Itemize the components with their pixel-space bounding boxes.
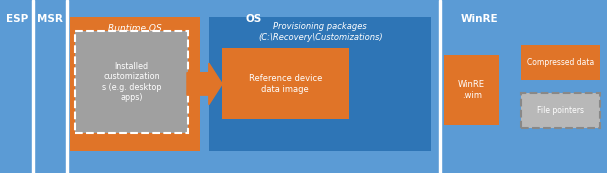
Text: Installed
customization
s (e.g. desktop
apps): Installed customization s (e.g. desktop …	[101, 62, 161, 102]
Text: Compressed data: Compressed data	[527, 58, 594, 67]
Text: File pointers: File pointers	[537, 106, 584, 115]
Bar	[209, 17, 431, 151]
Text: WinRE: WinRE	[461, 14, 498, 24]
Bar	[33, 0, 67, 173]
Text: WinRE
.wim: WinRE .wim	[458, 80, 485, 100]
Bar	[70, 17, 200, 151]
Text: MSR: MSR	[37, 14, 63, 24]
Bar	[444, 55, 499, 125]
Text: ESP: ESP	[5, 14, 28, 24]
Bar	[67, 0, 440, 173]
Bar	[0, 0, 33, 173]
Text: Reference device
data image: Reference device data image	[249, 74, 322, 94]
FancyArrow shape	[187, 63, 222, 105]
Bar	[222, 48, 349, 119]
Bar	[521, 93, 600, 128]
Bar	[440, 0, 519, 173]
FancyArrow shape	[439, 0, 441, 173]
Text: OS: OS	[245, 14, 262, 24]
Text: Runtime OS: Runtime OS	[108, 24, 162, 33]
FancyArrow shape	[66, 0, 67, 173]
Bar	[521, 45, 600, 80]
Bar	[75, 31, 188, 133]
FancyArrow shape	[33, 0, 35, 173]
Text: Provisioning packages
(C:\Recovery\Customizations): Provisioning packages (C:\Recovery\Custo…	[258, 22, 382, 42]
